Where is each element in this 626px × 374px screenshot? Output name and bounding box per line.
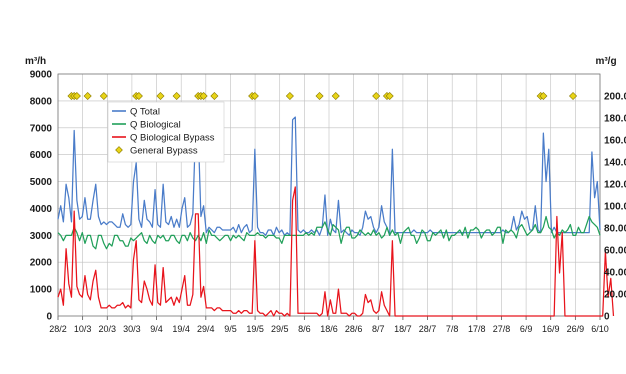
y-right-tick-label: 20.000	[604, 290, 626, 301]
axes	[57, 73, 601, 320]
general-bypass-marker	[172, 91, 181, 101]
general-bypass-marker	[385, 91, 394, 101]
x-tick-label: 26/9	[567, 324, 585, 334]
right-axis-unit: m³/g	[595, 56, 616, 67]
left-axis-unit: m³/h	[25, 56, 46, 67]
general-bypass-marker	[199, 91, 208, 101]
y-left-tick-label: 0	[46, 312, 52, 323]
general-bypass-marker	[99, 91, 108, 101]
x-tick-label: 6/9	[520, 324, 533, 334]
x-tick-label: 28/7	[419, 324, 437, 334]
x-tick-label: 6/10	[591, 324, 609, 334]
x-tick-label: 17/8	[468, 324, 486, 334]
y-left-tick-label: 6000	[30, 150, 53, 161]
q-biological-bypass-line	[57, 186, 615, 317]
legend-box	[107, 101, 225, 163]
x-tick-label: 20/3	[99, 324, 117, 334]
tick-labels: 0 1000 2000 3000 4000 5000 6000 7000 8000 9000 0 20…	[30, 70, 626, 335]
y-left-tick-label: 5000	[30, 177, 53, 188]
general-bypass-marker	[210, 91, 219, 101]
gridlines	[57, 73, 601, 317]
legend: Q Total Q Biological Q Biological Bypass Ge…	[107, 101, 225, 163]
series-lines	[57, 116, 615, 317]
general-bypass-marker	[83, 91, 92, 101]
y-right-tick-label: 160.000	[604, 136, 626, 147]
plot-border	[57, 73, 601, 317]
y-right-tick-label: 0	[604, 312, 610, 323]
x-tick-label: 28/2	[49, 324, 67, 334]
legend-label: Q Biological	[130, 120, 181, 131]
legend-label: Q Biological Bypass	[130, 133, 215, 144]
x-tick-label: 19/4	[172, 324, 190, 334]
y-left-tick-label: 1000	[30, 285, 53, 296]
x-tick-label: 10/3	[74, 324, 92, 334]
legend-label: Q Total	[130, 107, 160, 118]
x-tick-label: 28/6	[345, 324, 363, 334]
general-bypass-marker	[250, 91, 259, 101]
q-biological-line	[57, 215, 601, 250]
general-bypass-marker	[372, 91, 381, 101]
y-left-tick-label: 2000	[30, 258, 53, 269]
y-right-tick-label: 100.000	[604, 202, 626, 213]
x-tick-label: 9/5	[224, 324, 237, 334]
y-right-tick-label: 180.000	[604, 114, 626, 125]
x-tick-label: 7/8	[446, 324, 459, 334]
y-left-tick-label: 3000	[30, 231, 53, 242]
y-right-tick-label: 140.000	[604, 158, 626, 169]
y-left-tick-label: 7000	[30, 123, 53, 134]
general-bypass-marker	[539, 91, 548, 101]
legend-marker-general-bypass	[115, 146, 123, 154]
y-left-tick-label: 9000	[30, 70, 53, 81]
bypass-markers	[67, 91, 578, 101]
general-bypass-marker	[331, 91, 340, 101]
general-bypass-marker	[315, 91, 324, 101]
general-bypass-marker	[569, 91, 578, 101]
x-tick-label: 8/7	[372, 324, 385, 334]
general-bypass-marker	[134, 91, 143, 101]
general-bypass-marker	[156, 91, 165, 101]
x-tick-label: 9/4	[150, 324, 163, 334]
legend-label: General Bypass	[130, 146, 198, 157]
general-bypass-marker	[285, 91, 294, 101]
y-left-tick-label: 4000	[30, 204, 53, 215]
general-bypass-marker	[72, 91, 81, 101]
x-tick-label: 27/8	[493, 324, 511, 334]
y-left-tick-label: 8000	[30, 96, 53, 107]
x-tick-label: 29/5	[271, 324, 289, 334]
x-tick-label: 16/9	[542, 324, 560, 334]
x-tick-label: 8/6	[298, 324, 311, 334]
y-right-tick-label: 120.000	[604, 180, 626, 191]
y-right-tick-label: 60.000	[604, 246, 626, 257]
y-right-tick-label: 40.000	[604, 268, 626, 279]
y-right-tick-label: 200.000	[604, 92, 626, 103]
x-tick-label: 19/5	[246, 324, 264, 334]
x-tick-label: 18/7	[394, 324, 412, 334]
x-tick-label: 29/4	[197, 324, 215, 334]
y-right-tick-label: 80.000	[604, 224, 626, 235]
x-tick-label: 30/3	[123, 324, 141, 334]
x-tick-label: 18/6	[320, 324, 338, 334]
